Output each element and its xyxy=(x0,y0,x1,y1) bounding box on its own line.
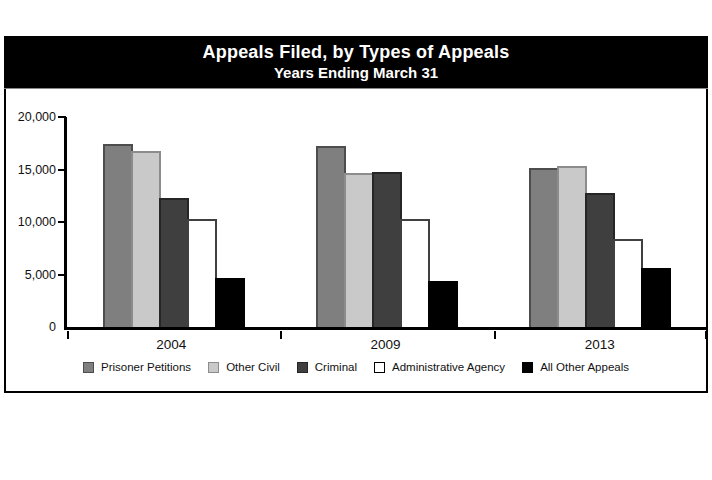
chart-figure: Appeals Filed, by Types of Appeals Years… xyxy=(4,36,708,393)
legend-swatch-icon xyxy=(374,362,385,373)
chart-subtitle: Years Ending March 31 xyxy=(4,63,708,82)
y-axis-tick-mark xyxy=(58,116,66,118)
y-axis-tick-label: 5,000 xyxy=(6,267,56,283)
bar-all-other-appeals xyxy=(428,281,458,327)
bar-group-2004 xyxy=(67,117,280,327)
bar-other-civil xyxy=(557,166,587,327)
bar-criminal xyxy=(585,193,615,327)
year-label-2004: 2004 xyxy=(64,337,278,352)
legend: Prisoner Petitions Other Civil Criminal Adm… xyxy=(6,361,706,373)
legend-label: Criminal xyxy=(315,361,357,373)
y-axis-tick-mark xyxy=(58,169,66,171)
legend-swatch-icon xyxy=(522,362,533,373)
chart-title: Appeals Filed, by Types of Appeals xyxy=(4,41,708,63)
y-axis-tick-label: 10,000 xyxy=(6,214,56,230)
bar-all-other-appeals xyxy=(215,278,245,327)
legend-label: Other Civil xyxy=(226,361,280,373)
bar-other-civil xyxy=(344,173,374,327)
y-axis-tick-mark xyxy=(58,274,66,276)
bar-all-other-appeals xyxy=(641,268,671,327)
y-axis-tick-label: 20,000 xyxy=(6,109,56,125)
y-axis-tick-label: 0 xyxy=(6,319,56,335)
legend-swatch-icon xyxy=(208,362,219,373)
legend-label: All Other Appeals xyxy=(540,361,629,373)
bar-criminal xyxy=(159,198,189,327)
bar-administrative-agency xyxy=(187,219,217,327)
legend-swatch-icon xyxy=(297,362,308,373)
bar-criminal xyxy=(372,172,402,327)
bar-prisoner-petitions xyxy=(316,146,346,327)
legend-item-other-civil: Other Civil xyxy=(208,361,280,373)
legend-item-prisoner-petitions: Prisoner Petitions xyxy=(83,361,191,373)
y-axis-tick-mark xyxy=(58,221,66,223)
legend-item-all-other-appeals: All Other Appeals xyxy=(522,361,629,373)
chart-panel: 05,00010,00015,00020,000 200420092013 Pr… xyxy=(4,89,708,393)
bar-administrative-agency xyxy=(613,239,643,327)
bar-group-2013 xyxy=(494,117,707,327)
legend-label: Administrative Agency xyxy=(392,361,505,373)
legend-label: Prisoner Petitions xyxy=(101,361,191,373)
bar-other-civil xyxy=(131,151,161,327)
legend-item-criminal: Criminal xyxy=(297,361,357,373)
legend-item-administrative-agency: Administrative Agency xyxy=(374,361,505,373)
legend-swatch-icon xyxy=(83,362,94,373)
bar-administrative-agency xyxy=(400,219,430,327)
y-axis-tick-label: 15,000 xyxy=(6,162,56,178)
bar-prisoner-petitions xyxy=(529,168,559,327)
year-label-2009: 2009 xyxy=(278,337,492,352)
year-label-2013: 2013 xyxy=(493,337,707,352)
bar-group-2009 xyxy=(280,117,493,327)
x-axis-labels: 200420092013 xyxy=(64,337,707,352)
bar-prisoner-petitions xyxy=(103,144,133,327)
plot-area: 05,00010,00015,00020,000 xyxy=(64,117,707,330)
title-band: Appeals Filed, by Types of Appeals Years… xyxy=(4,36,708,89)
